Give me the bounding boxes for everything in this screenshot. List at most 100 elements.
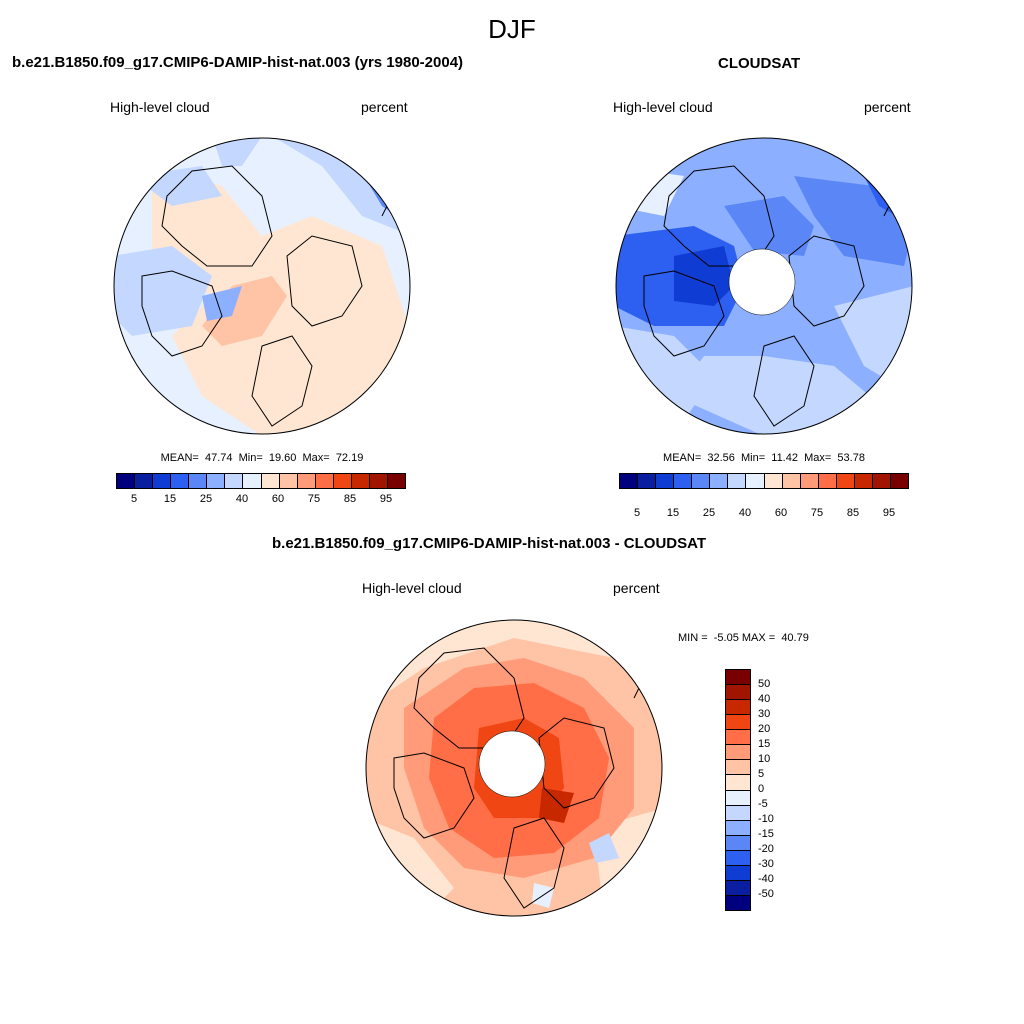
colorbar-swatch: [726, 850, 750, 866]
colorbar-swatch: [117, 474, 136, 488]
colorbar-tick-label: 95: [379, 493, 393, 505]
colorbar-tick-label: 40: [235, 493, 249, 505]
colorbar-swatch: [726, 760, 750, 776]
colorbar-tick-label: 15: [758, 738, 771, 750]
colorbar-swatch: [726, 745, 750, 761]
colorbar-swatch: [726, 865, 750, 881]
colorbar-swatch: [818, 474, 837, 488]
colorbar-tick-label: -40: [758, 873, 774, 885]
colorbar-tick-label: 60: [774, 507, 788, 519]
colorbar-swatch: [315, 474, 334, 488]
colorbar-tick-label: -50: [758, 888, 774, 900]
colorbar-swatch: [279, 474, 298, 488]
panel3-units-label: percent: [613, 580, 660, 596]
panel3-colorbar: [725, 669, 751, 911]
panel1-units-label: percent: [361, 99, 408, 115]
colorbar-swatch: [369, 474, 388, 488]
colorbar-tick-label: 10: [758, 753, 771, 765]
colorbar-swatch: [189, 474, 208, 488]
colorbar-tick-label: 25: [702, 507, 716, 519]
panel3-colorbar-ticks: 50 40 30 20 15 10 5 0 -5 -10 -15 -20 -30 -40 -50: [758, 669, 798, 909]
panel1-colorbar: [116, 473, 406, 489]
panel2-title: CLOUDSAT: [718, 55, 801, 72]
colorbar-tick-label: -15: [758, 828, 774, 840]
colorbar-tick-label: 30: [758, 708, 771, 720]
colorbar-tick-label: 20: [758, 723, 771, 735]
colorbar-swatch: [726, 775, 750, 791]
colorbar-swatch: [638, 474, 657, 488]
colorbar-tick-label: 15: [163, 493, 177, 505]
colorbar-swatch: [726, 820, 750, 836]
panel1-variable-label: High-level cloud: [110, 99, 210, 115]
colorbar-tick-label: 0: [758, 783, 765, 795]
colorbar-swatch: [726, 715, 750, 731]
colorbar-swatch: [726, 790, 750, 806]
panel2-variable-label: High-level cloud: [613, 99, 713, 115]
colorbar-swatch: [243, 474, 262, 488]
colorbar-swatch: [387, 474, 405, 488]
colorbar-swatch: [726, 700, 750, 716]
colorbar-tick-label: -20: [758, 843, 774, 855]
panel2-units-label: percent: [864, 99, 911, 115]
colorbar-swatch: [726, 670, 750, 686]
panel2-colorbar: [619, 473, 909, 489]
colorbar-swatch: [728, 474, 747, 488]
colorbar-swatch: [225, 474, 244, 488]
panel1-title: b.e21.B1850.f09_g17.CMIP6-DAMIP-hist-nat…: [12, 54, 464, 71]
panel3-polar-map: [365, 619, 663, 917]
colorbar-tick-label: 85: [846, 507, 860, 519]
panel3-title: b.e21.B1850.f09_g17.CMIP6-DAMIP-hist-nat…: [272, 535, 706, 552]
colorbar-swatch: [656, 474, 675, 488]
colorbar-tick-label: 5: [633, 507, 641, 519]
colorbar-swatch: [692, 474, 711, 488]
colorbar-swatch: [872, 474, 891, 488]
panel2-stats: MEAN= 32.56 Min= 11.42 Max= 53.78: [663, 452, 865, 464]
colorbar-tick-label: 15: [666, 507, 680, 519]
colorbar-tick-label: -5: [758, 798, 768, 810]
season-title: DJF: [488, 14, 536, 44]
colorbar-swatch: [297, 474, 316, 488]
colorbar-swatch: [746, 474, 765, 488]
colorbar-tick-label: 95: [882, 507, 896, 519]
colorbar-swatch: [710, 474, 729, 488]
colorbar-swatch: [726, 880, 750, 896]
colorbar-swatch: [207, 474, 226, 488]
colorbar-tick-label: 50: [758, 678, 771, 690]
panel3-variable-label: High-level cloud: [362, 580, 462, 596]
colorbar-tick-label: 60: [271, 493, 285, 505]
panel1-polar-map: [113, 137, 411, 435]
colorbar-tick-label: 5: [130, 493, 138, 505]
colorbar-tick-label: 75: [810, 507, 824, 519]
colorbar-swatch: [726, 895, 750, 910]
colorbar-swatch: [135, 474, 154, 488]
colorbar-swatch: [726, 685, 750, 701]
colorbar-swatch: [782, 474, 801, 488]
colorbar-swatch: [836, 474, 855, 488]
colorbar-swatch: [351, 474, 370, 488]
colorbar-swatch: [171, 474, 190, 488]
colorbar-tick-label: 40: [738, 507, 752, 519]
panel1-stats: MEAN= 47.74 Min= 19.60 Max= 72.19: [160, 452, 364, 464]
colorbar-swatch: [726, 835, 750, 851]
colorbar-tick-label: -10: [758, 813, 774, 825]
colorbar-swatch: [764, 474, 783, 488]
panel2-colorbar-ticks: 5 15 25 40 60 75 85 95: [619, 507, 907, 521]
colorbar-tick-label: 40: [758, 693, 771, 705]
colorbar-tick-label: 85: [343, 493, 357, 505]
colorbar-swatch: [890, 474, 908, 488]
colorbar-swatch: [800, 474, 819, 488]
colorbar-swatch: [620, 474, 639, 488]
colorbar-swatch: [726, 730, 750, 746]
panel1-colorbar-ticks: 5 15 25 40 60 75 85 95: [116, 493, 404, 507]
colorbar-tick-label: 25: [199, 493, 213, 505]
colorbar-swatch: [153, 474, 172, 488]
colorbar-swatch: [333, 474, 352, 488]
colorbar-tick-label: -30: [758, 858, 774, 870]
colorbar-swatch: [854, 474, 873, 488]
colorbar-swatch: [261, 474, 280, 488]
panel3-stats: MIN = -5.05 MAX = 40.79: [678, 632, 809, 644]
colorbar-swatch: [726, 805, 750, 821]
colorbar-swatch: [674, 474, 693, 488]
colorbar-tick-label: 5: [758, 768, 765, 780]
colorbar-tick-label: 75: [307, 493, 321, 505]
